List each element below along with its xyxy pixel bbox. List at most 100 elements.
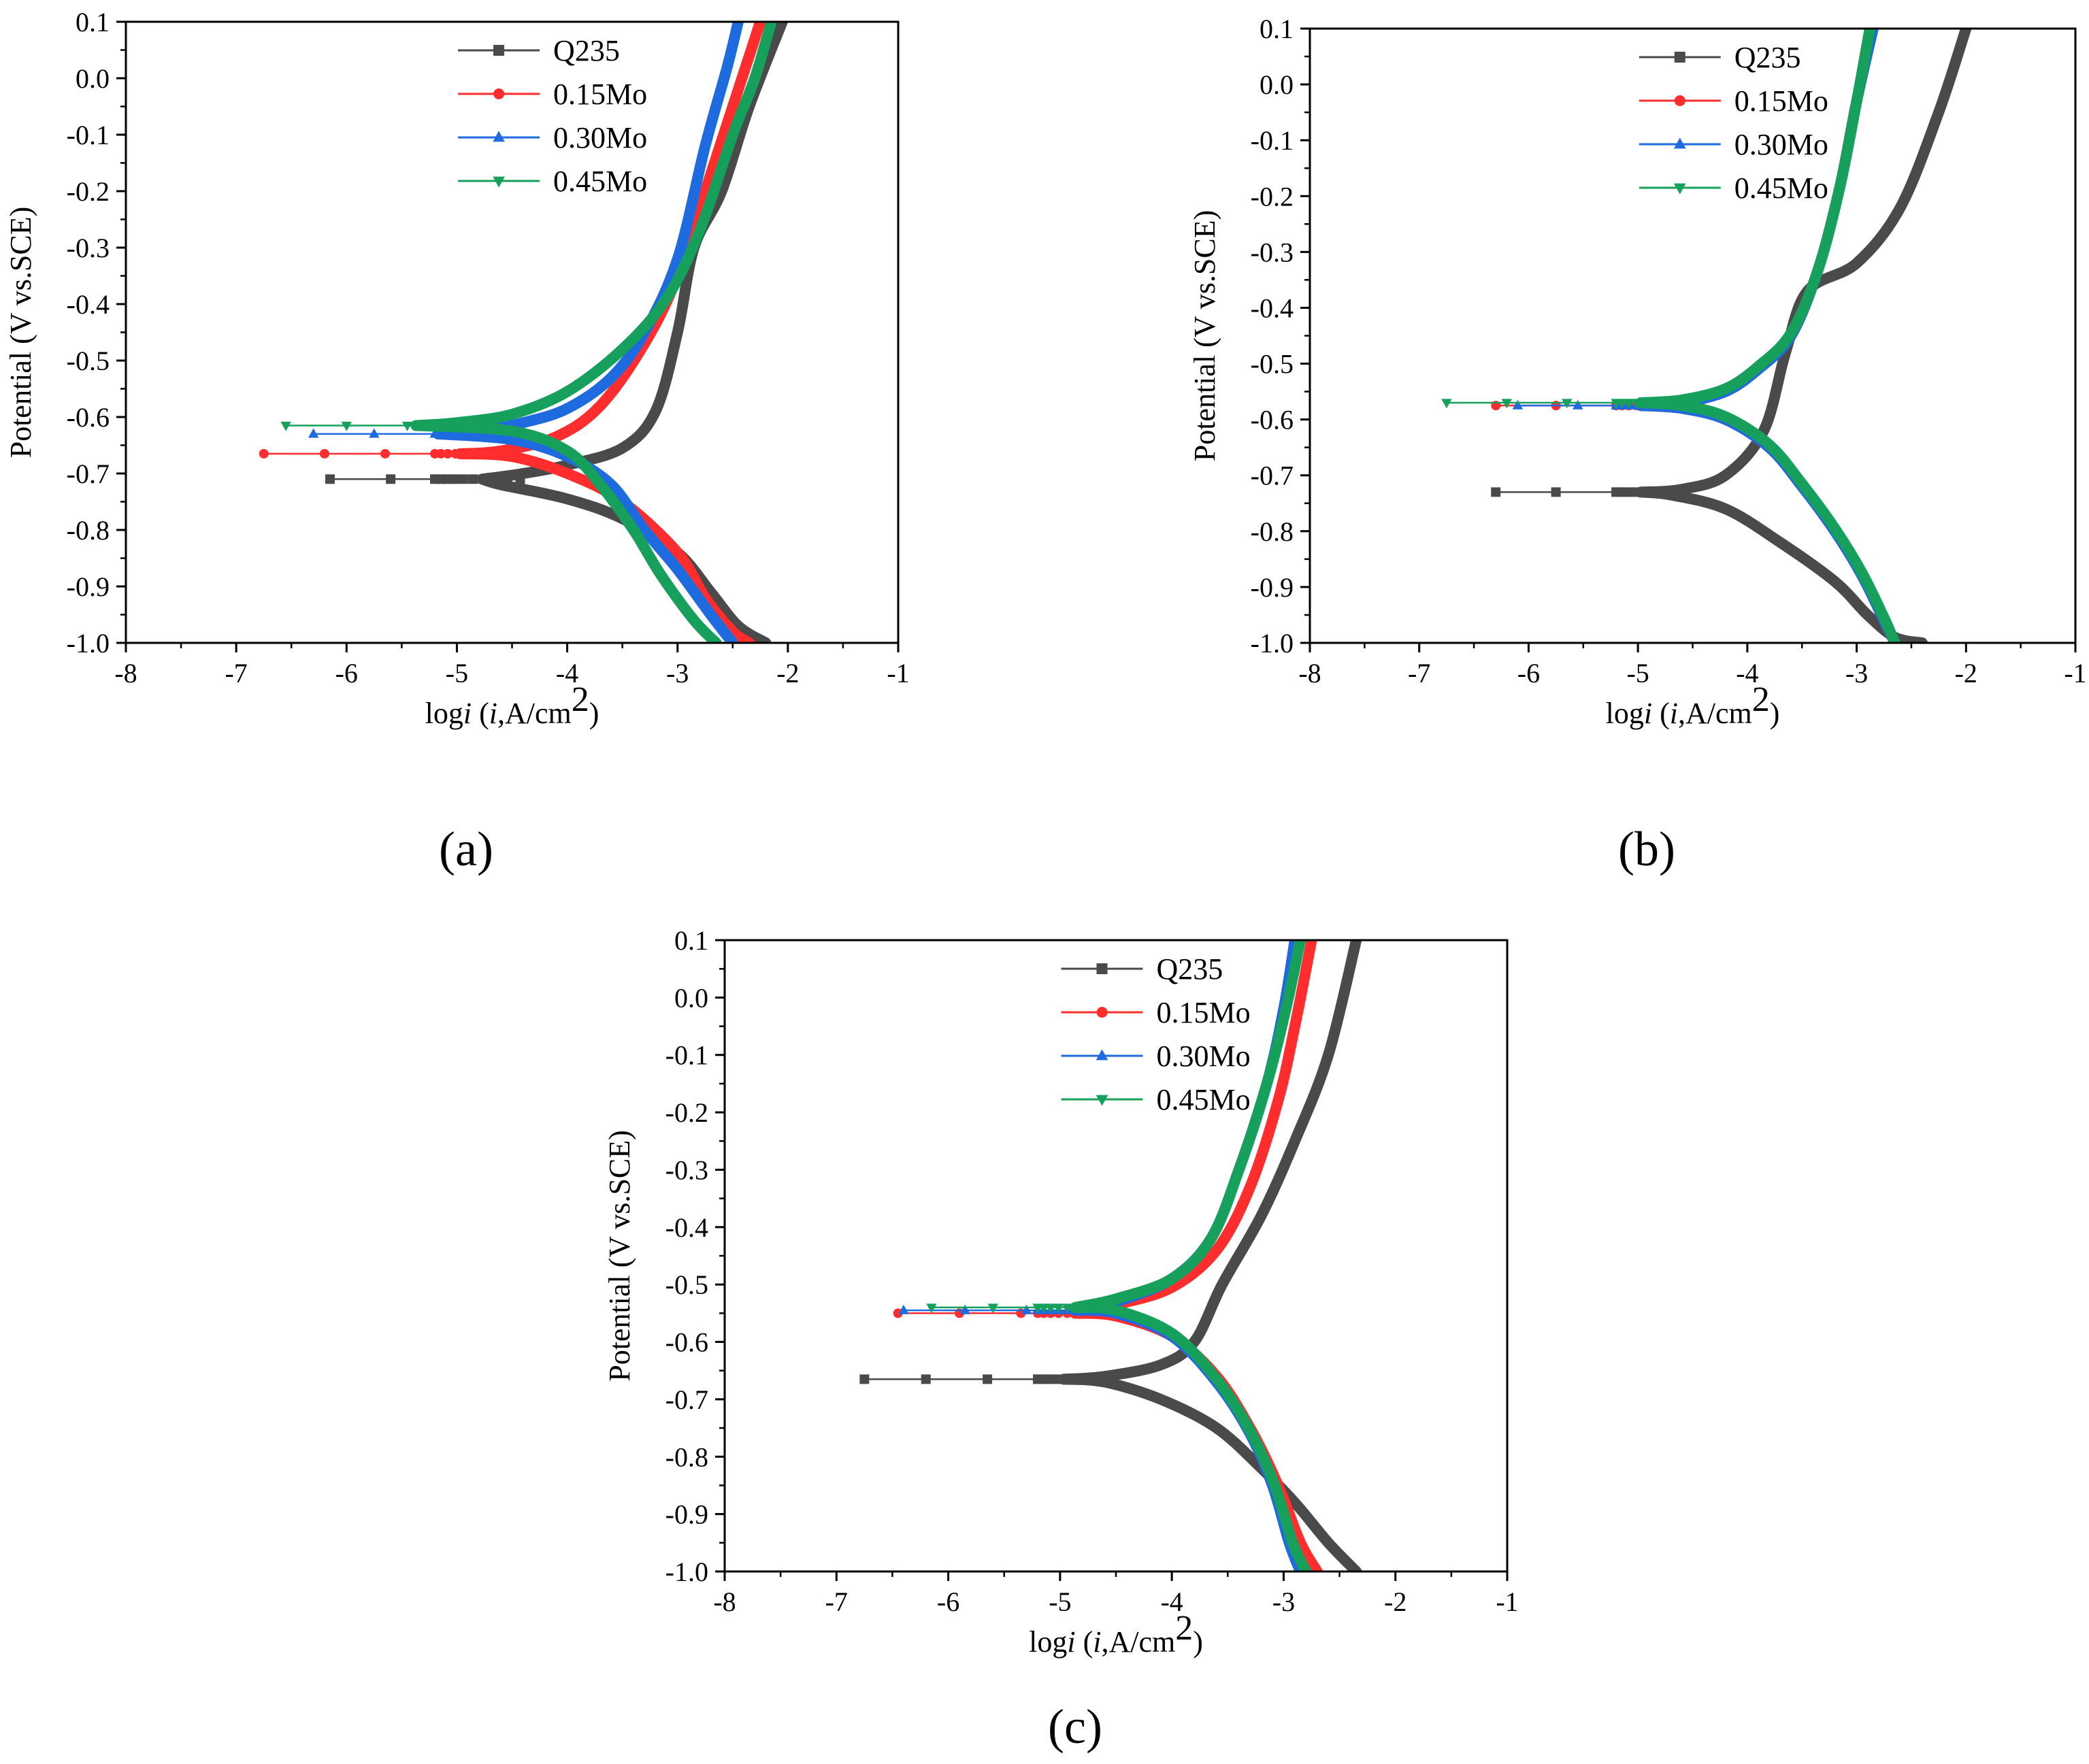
y-tick-label: -0.2 xyxy=(665,1097,708,1128)
data-point xyxy=(921,1374,931,1384)
y-tick-label: -0.9 xyxy=(665,1499,708,1530)
y-tick-label: -0.7 xyxy=(665,1384,708,1415)
data-point xyxy=(325,474,335,484)
legend-label: 0.30Mo xyxy=(1157,1039,1251,1073)
y-tick-label: -0.1 xyxy=(67,120,110,150)
data-point xyxy=(319,448,329,459)
x-tick-label: -5 xyxy=(1626,658,1649,688)
x-tick-label: -2 xyxy=(1384,1586,1407,1617)
data-point xyxy=(1046,1374,1056,1384)
series-0.15Mo xyxy=(1491,29,1901,643)
plot-area xyxy=(1441,29,1972,643)
cathodic-branch xyxy=(410,420,722,643)
legend-label: Q235 xyxy=(1157,952,1223,986)
data-point xyxy=(386,474,396,484)
x-tick-label: -1 xyxy=(2064,658,2086,688)
y-tick-label: 0.0 xyxy=(674,982,708,1013)
x-tick-label: -7 xyxy=(1408,658,1430,688)
y-tick-label: -0.8 xyxy=(67,515,110,546)
y-tick-label: 0.0 xyxy=(1260,69,1294,100)
x-tick-label: -5 xyxy=(446,658,468,688)
series-0.30Mo xyxy=(1512,29,1901,643)
chart-panel-b: -8 -7 -6 -5 -4 -3 -2 -1 0.1 0.0 -0.1 -0.2 -0.3 -0.4 -0… xyxy=(1188,14,2087,730)
legend-label: 0.15Mo xyxy=(553,78,647,111)
series-0.45Mo xyxy=(280,22,777,643)
y-tick-label: -0.5 xyxy=(67,346,110,376)
anodic-branch xyxy=(1070,940,1306,1313)
x-tick-label: -1 xyxy=(1496,1586,1518,1617)
y-tick-label: -0.8 xyxy=(665,1442,708,1472)
legend: Q235 0.15Mo 0.30Mo 0.45Mo xyxy=(1061,952,1251,1116)
x-tick-label: -8 xyxy=(1298,658,1321,688)
y-axis-title: Potential (V vs.SCE) xyxy=(4,207,37,459)
legend: Q235 0.15Mo 0.30Mo 0.45Mo xyxy=(458,34,647,198)
x-tick-label: -6 xyxy=(937,1586,959,1617)
y-tick-label: 0.1 xyxy=(1260,14,1294,44)
data-point xyxy=(987,1303,998,1314)
data-point xyxy=(1501,399,1512,409)
y-tick-label: -0.3 xyxy=(665,1154,708,1185)
y-tick-label: 0.0 xyxy=(76,63,110,94)
data-point xyxy=(1623,399,1634,409)
x-tick-label: -4 xyxy=(556,658,578,688)
data-point xyxy=(959,1304,970,1314)
y-tick-label: -0.3 xyxy=(1251,237,1294,267)
cathodic-branch xyxy=(432,428,738,643)
y-tick-label: -0.5 xyxy=(1251,349,1294,380)
data-point xyxy=(1573,399,1583,410)
legend-label: 0.45Mo xyxy=(1157,1083,1251,1116)
data-point xyxy=(1441,399,1452,409)
anodic-branch xyxy=(1058,940,1362,1385)
legend-marker xyxy=(1674,95,1685,106)
series-0.15Mo xyxy=(893,940,1323,1571)
y-axis-title: Potential (V vs.SCE) xyxy=(603,1130,636,1382)
y-tick-label: 0.1 xyxy=(76,7,110,37)
x-tick-label: -4 xyxy=(1736,658,1758,688)
y-tick-label: -0.3 xyxy=(67,233,110,263)
data-point xyxy=(435,448,446,459)
x-axis-title: logi (i,A/cm2) xyxy=(1606,680,1780,730)
x-tick-label: -6 xyxy=(335,658,358,688)
legend-label: 0.30Mo xyxy=(553,121,647,154)
plot-frame xyxy=(723,939,1509,1573)
y-tick-label: -1.0 xyxy=(665,1557,708,1587)
legend-marker xyxy=(1096,963,1108,974)
legend-label: 0.30Mo xyxy=(1734,128,1828,161)
data-point xyxy=(1062,1303,1073,1314)
data-point xyxy=(898,1304,909,1314)
y-tick-label: -0.8 xyxy=(1251,516,1294,547)
legend-marker xyxy=(493,131,505,142)
legend-label: Q235 xyxy=(1734,41,1801,74)
legend-marker xyxy=(1096,1049,1108,1061)
data-point xyxy=(1616,399,1628,409)
data-point xyxy=(442,448,453,459)
series-0.45Mo xyxy=(926,940,1312,1571)
series-Q235 xyxy=(859,940,1362,1571)
x-tick-label: -5 xyxy=(1049,1586,1071,1617)
x-tick-label: -4 xyxy=(1160,1586,1183,1617)
plot-area xyxy=(259,22,788,643)
plot-area xyxy=(859,940,1362,1571)
legend-label: 0.15Mo xyxy=(1734,84,1828,118)
x-tick-label: -1 xyxy=(887,658,909,688)
y-tick-label: -0.5 xyxy=(665,1269,708,1300)
cathodic-branch xyxy=(1058,1374,1362,1571)
x-tick-label: -8 xyxy=(713,1586,736,1617)
y-tick-label: 0.1 xyxy=(674,925,708,956)
y-tick-label: -0.6 xyxy=(67,402,110,433)
x-tick-label: -2 xyxy=(1955,658,1977,688)
y-tick-label: -0.2 xyxy=(67,176,110,207)
legend: Q235 0.15Mo 0.30Mo 0.45Mo xyxy=(1639,41,1828,205)
y-tick-label: -0.6 xyxy=(1251,405,1294,435)
x-tick-label: -3 xyxy=(666,658,689,688)
data-point xyxy=(459,474,469,484)
data-point xyxy=(983,1374,993,1384)
y-tick-label: -0.1 xyxy=(665,1040,708,1071)
x-axis-title: logi (i,A/cm2) xyxy=(425,680,599,730)
y-tick-label: -0.7 xyxy=(1251,461,1294,491)
data-point xyxy=(308,428,319,438)
data-point xyxy=(450,474,461,484)
panel-label-b: (b) xyxy=(1618,822,1675,876)
data-point xyxy=(442,474,453,484)
data-point xyxy=(1053,1303,1064,1314)
